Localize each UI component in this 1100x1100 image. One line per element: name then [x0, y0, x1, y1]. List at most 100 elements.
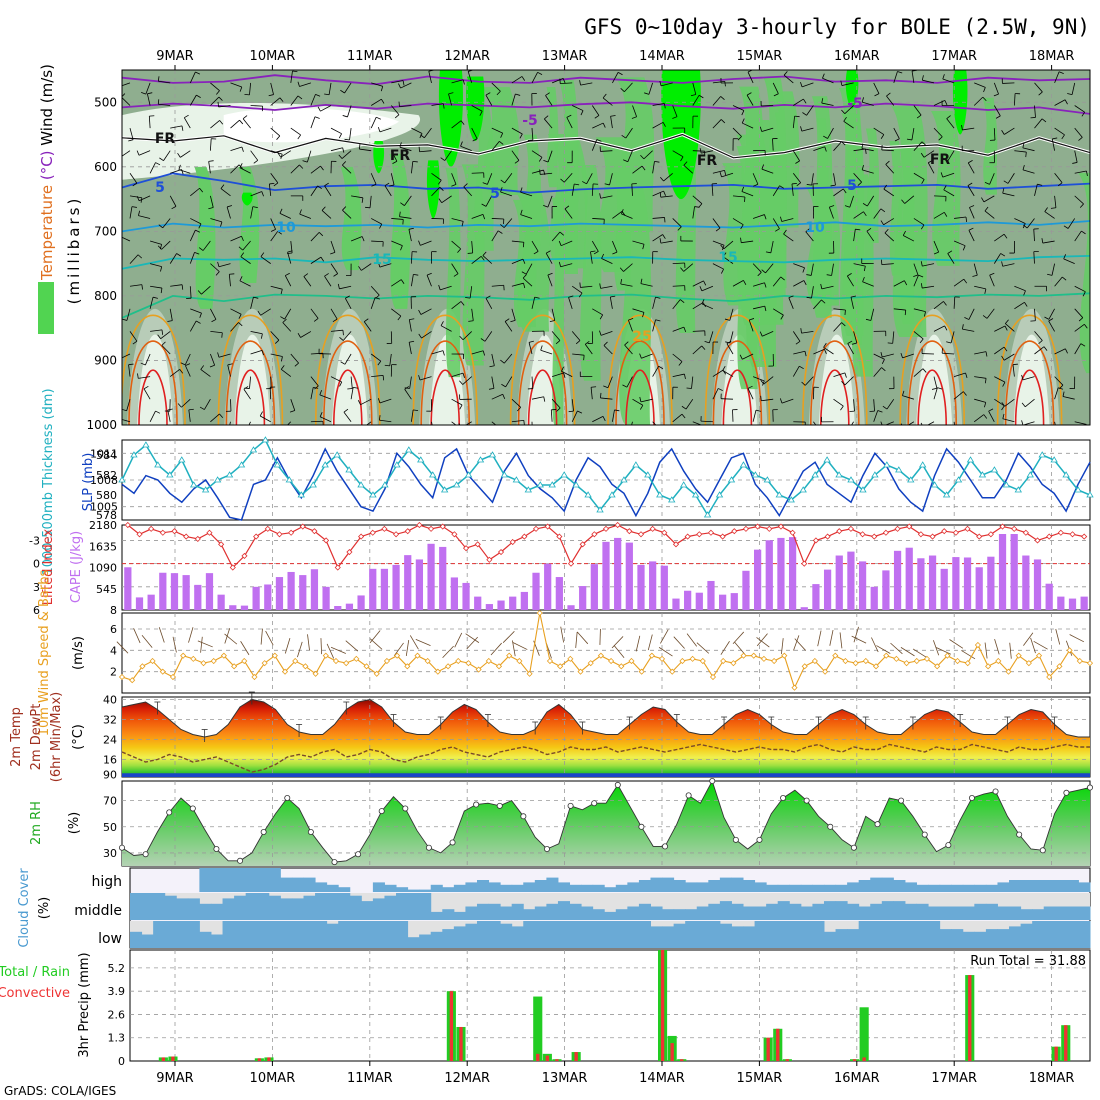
wind-barb-flag — [984, 288, 987, 294]
wind-barb-flag — [287, 250, 293, 253]
wind-barb-flag — [861, 164, 864, 171]
wind-barb-flag — [574, 183, 580, 186]
wind-barb-flag — [962, 324, 964, 330]
wind-barb — [451, 173, 457, 185]
rh2m-marker — [520, 813, 527, 820]
wind-barb — [370, 353, 382, 362]
cloud-cell — [881, 877, 894, 892]
wind-barb — [626, 376, 633, 388]
rh-saturated-patch — [373, 141, 385, 174]
wind-barb-flag — [377, 262, 381, 268]
boundary-layer-isotherm — [138, 369, 168, 425]
wind-barb — [973, 263, 978, 276]
cloud-cell — [858, 880, 871, 892]
wind-barb-flag — [1002, 413, 1005, 419]
wind-barb-10m — [1030, 637, 1036, 654]
wind-barb — [1067, 218, 1076, 229]
wind-barb — [761, 168, 774, 174]
wind10-marker — [608, 657, 615, 665]
cloud-cell — [315, 921, 328, 948]
cloud-cell — [176, 898, 189, 920]
pressure-tick-label: 800 — [94, 289, 117, 303]
wind-barb-10m — [284, 638, 291, 654]
wind-barb-10m — [466, 636, 478, 650]
wind-barb — [370, 285, 380, 296]
wind10m-label: 10m Wind Speed & Barbs — [37, 570, 52, 737]
li-marker — [264, 525, 271, 532]
wind-barb — [810, 263, 814, 276]
wind-barb-flag — [418, 309, 422, 315]
wind-barb-10m — [405, 640, 410, 656]
wind-barb — [511, 93, 516, 106]
wind-barb — [242, 240, 251, 251]
wind-barb — [943, 189, 955, 197]
wind-barb — [753, 305, 765, 310]
cloud-cell — [719, 923, 732, 948]
precip-convective-bar — [660, 950, 665, 1061]
boundary-layer-isotherm — [235, 369, 266, 425]
wind-barb-flag — [1041, 118, 1047, 123]
wind-barb-flag — [795, 160, 800, 164]
thickness-marker — [369, 491, 377, 498]
cloud-cell — [210, 903, 224, 920]
thickness-marker — [739, 461, 748, 468]
wind-barb — [866, 195, 875, 207]
wind-barb-flag — [379, 415, 381, 421]
cape-bar — [649, 561, 657, 610]
wind-barb — [511, 419, 524, 423]
wind-barb — [1054, 376, 1064, 386]
wind-barb — [1003, 353, 1015, 361]
cloud-cell — [361, 901, 374, 920]
wind-barb-flag — [614, 409, 620, 412]
wind-barb-flag — [384, 364, 390, 367]
wind-barb — [500, 191, 513, 197]
wind-barb — [484, 331, 493, 342]
wind-barb-flag — [241, 236, 244, 242]
wind10-marker — [281, 668, 289, 675]
cloud-cell — [523, 921, 536, 948]
thickness-marker — [118, 476, 126, 483]
date-label-bottom: 9MAR — [156, 1071, 193, 1086]
wind-barb — [310, 116, 316, 129]
thickness-marker — [512, 476, 521, 483]
li-marker — [777, 523, 785, 530]
wind-barb-flag — [720, 268, 724, 274]
wind-barb-flag — [303, 273, 309, 277]
thickness-marker — [166, 471, 174, 478]
li-marker — [556, 533, 563, 540]
wind-barb-flag — [376, 116, 381, 120]
wind-barb-flag — [279, 427, 283, 431]
cloud-cell — [939, 884, 952, 892]
wind-barb-10m — [781, 638, 784, 655]
wind-barb — [243, 388, 251, 400]
wind-barb — [913, 263, 919, 276]
wind-barb — [712, 218, 721, 229]
thickness-marker — [417, 456, 425, 463]
cape-bar — [252, 586, 260, 610]
wind-barb-flag — [132, 182, 138, 187]
cloud-cell — [361, 921, 374, 948]
wind-barb-10m — [794, 638, 806, 651]
wind-barb-flag — [238, 246, 244, 251]
wind-barb-flag — [604, 183, 610, 186]
wind-barb — [660, 240, 673, 244]
wind-barb — [732, 280, 744, 287]
thickness-marker — [787, 496, 795, 503]
wind-barb-flag — [847, 340, 853, 344]
wind-barb-flag — [703, 280, 707, 286]
wind-barb-flag — [783, 229, 787, 235]
wind-barb-flag — [842, 188, 847, 194]
cloud-cell — [592, 884, 605, 892]
cape-bar — [345, 603, 354, 610]
wind-barb — [419, 150, 432, 153]
wind-barb-flag — [801, 381, 806, 386]
wind-barb-flag — [943, 301, 947, 306]
wind-barb — [801, 331, 814, 334]
wind-barb — [783, 233, 794, 242]
wind-barb — [813, 299, 822, 310]
wind-barb — [933, 240, 940, 253]
thickness-line — [121, 438, 1091, 517]
wind-barb — [161, 240, 171, 250]
wind-barb-flag — [780, 314, 784, 320]
wind-barb — [788, 297, 794, 309]
